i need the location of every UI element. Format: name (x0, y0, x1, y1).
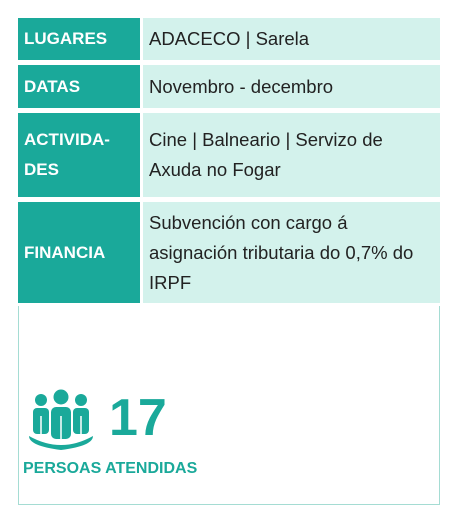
row-label: FINANCIA (18, 202, 140, 303)
table-row: DATAS Novembro - decembro (18, 65, 440, 108)
table-row: LUGARES ADACECO | Sarela (18, 18, 440, 60)
info-table: LUGARES ADACECO | Sarela DATAS Novembro - d… (18, 18, 440, 308)
row-value: ADACECO | Sarela (143, 18, 440, 60)
table-row: FINANCIA Subvención con cargo á asignació… (18, 202, 440, 303)
stat-value: 17 (109, 389, 167, 447)
people-icon (29, 389, 93, 450)
stat-box: 17 PERSOAS ATENDIDAS (18, 306, 440, 505)
row-label: ACTIVIDA- DES (18, 113, 140, 197)
row-label: LUGARES (18, 18, 140, 60)
table-row: ACTIVIDA- DES Cine | Balneario | Servizo … (18, 113, 440, 197)
row-value: Subvención con cargo á asignación tribut… (143, 202, 440, 303)
row-label: DATAS (18, 65, 140, 108)
stat-label: PERSOAS ATENDIDAS (23, 460, 198, 477)
row-value: Cine | Balneario | Servizo de Axuda no F… (143, 113, 440, 197)
row-value: Novembro - decembro (143, 65, 440, 108)
